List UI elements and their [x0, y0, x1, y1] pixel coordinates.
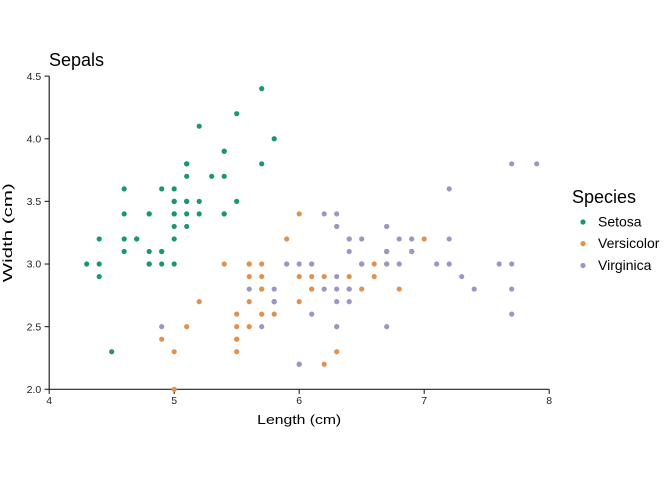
svg-text:Setosa: Setosa — [598, 214, 642, 230]
svg-text:Length (cm): Length (cm) — [257, 412, 341, 427]
svg-text:Virginica: Virginica — [598, 257, 652, 273]
svg-text:4.0: 4.0 — [27, 133, 42, 145]
svg-text:2.5: 2.5 — [27, 321, 42, 333]
svg-text:Sepals: Sepals — [49, 50, 104, 70]
svg-text:6: 6 — [296, 395, 302, 407]
svg-text:3.0: 3.0 — [27, 259, 42, 271]
svg-text:Species: Species — [572, 187, 636, 207]
svg-text:8: 8 — [546, 395, 552, 407]
svg-text:7: 7 — [421, 395, 427, 407]
svg-text:2.0: 2.0 — [27, 384, 42, 396]
svg-text:3.5: 3.5 — [27, 196, 42, 208]
svg-text:4: 4 — [46, 395, 52, 407]
svg-text:5: 5 — [171, 395, 177, 407]
svg-text:4.5: 4.5 — [27, 71, 42, 83]
svg-text:Versicolor: Versicolor — [598, 235, 660, 251]
svg-text:Width (cm): Width (cm) — [0, 183, 15, 282]
